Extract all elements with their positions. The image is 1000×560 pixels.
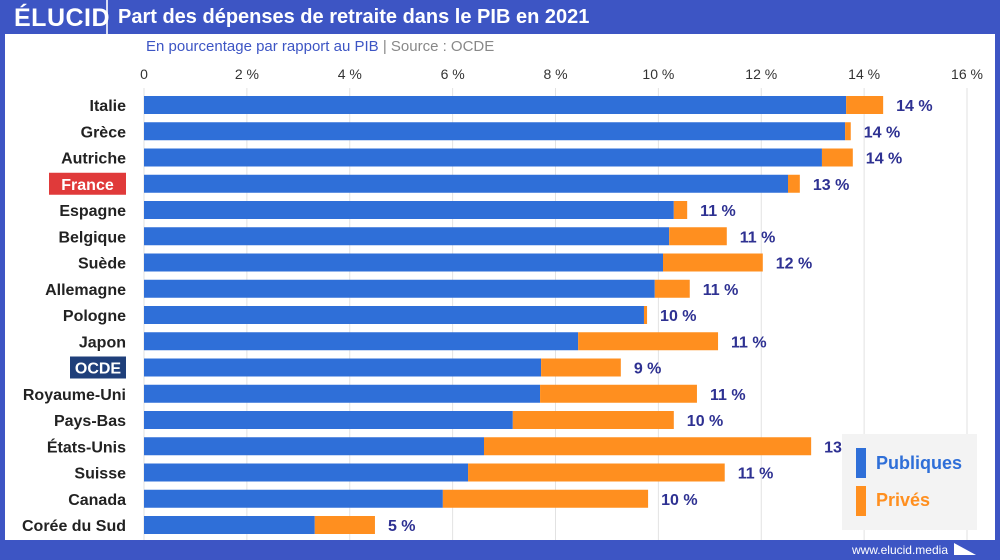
bar-publiques: [144, 411, 513, 429]
header-divider: [106, 0, 108, 34]
bar-prives: [541, 358, 621, 377]
category-label: Royaume-Uni: [23, 387, 126, 404]
bar-publiques: [144, 96, 847, 114]
data-label: 14 %: [896, 98, 932, 115]
chart-subtitle: En pourcentage par rapport au PIB | Sour…: [146, 38, 494, 55]
legend-label-publiques: Publiques: [876, 453, 963, 473]
bar-prives: [540, 384, 697, 403]
category-label: Pays-Bas: [54, 413, 126, 430]
bar-prives: [663, 253, 763, 272]
bar-prives: [669, 227, 727, 246]
category-label: Suisse: [74, 466, 126, 483]
data-label: 5 %: [388, 518, 416, 535]
bar-publiques: [144, 148, 822, 167]
category-label: Corée du Sud: [22, 518, 126, 535]
bar-prives: [673, 201, 688, 219]
data-label: 14 %: [864, 124, 900, 141]
legend-swatch-publiques: [856, 448, 866, 478]
chart-title: Part des dépenses de retraite dans le PI…: [118, 6, 590, 28]
category-label: États-Unis: [47, 437, 126, 456]
data-label: 11 %: [740, 229, 776, 246]
bar-publiques: [144, 332, 579, 351]
header: ÉLUCID Part des dépenses de retraite dan…: [0, 0, 1000, 34]
x-tick-label: 14 %: [848, 66, 880, 82]
category-label: Belgique: [58, 229, 126, 246]
bar-publiques: [144, 279, 655, 298]
bar-publiques: [144, 253, 664, 272]
x-tick-label: 0: [140, 66, 148, 82]
category-label: Autriche: [61, 151, 126, 168]
x-tick-label: 16 %: [951, 66, 983, 82]
category-label: Japon: [79, 334, 126, 351]
data-label: 11 %: [703, 282, 739, 299]
bar-prives: [643, 306, 648, 324]
x-tick-label: 6 %: [441, 66, 465, 82]
bar-prives: [484, 437, 812, 456]
bar-prives: [314, 516, 375, 534]
bar-publiques: [144, 201, 674, 219]
bar-publiques: [144, 122, 846, 141]
x-tick-label: 12 %: [745, 66, 777, 82]
subtitle-separator: |: [382, 38, 387, 55]
bar-publiques: [144, 358, 542, 377]
data-label: 10 %: [661, 492, 697, 509]
legend: Publiques Privés: [842, 434, 977, 530]
bar-publiques: [144, 227, 670, 246]
x-tick-label: 10 %: [642, 66, 674, 82]
category-label: Espagne: [59, 203, 126, 220]
category-label: Pologne: [63, 308, 126, 325]
data-label: 11 %: [738, 466, 774, 483]
bar-publiques: [144, 489, 443, 508]
data-label: 11 %: [731, 334, 767, 351]
category-label: Canada: [68, 492, 126, 509]
category-label: Suède: [78, 256, 126, 273]
legend-swatch-prives: [856, 486, 866, 516]
bar-publiques: [144, 437, 485, 456]
category-label: Italie: [90, 98, 127, 115]
source-text: Source : OCDE: [390, 38, 495, 55]
data-label: 11 %: [710, 387, 746, 404]
data-label: 14 %: [866, 151, 902, 168]
category-label: OCDE: [75, 361, 122, 378]
data-label: 12 %: [776, 256, 812, 273]
bar-publiques: [144, 384, 541, 403]
x-tick-label: 8 %: [543, 66, 567, 82]
elucid-flag-icon: [954, 543, 976, 555]
category-badge: [70, 356, 126, 379]
bar-prives: [845, 122, 851, 141]
subtitle-text: En pourcentage par rapport au PIB: [146, 38, 379, 55]
category-label: France: [61, 177, 114, 194]
x-tick-label: 4 %: [338, 66, 362, 82]
data-label: 13 %: [813, 177, 849, 194]
data-label: 10 %: [687, 413, 723, 430]
data-label: 9 %: [634, 361, 662, 378]
category-label: Grèce: [81, 124, 126, 141]
bar-prives: [846, 96, 884, 114]
x-tick-label: 2 %: [235, 66, 259, 82]
bar-prives: [442, 489, 649, 508]
bar-prives: [512, 411, 674, 429]
bar-publiques: [144, 516, 315, 534]
bar-prives: [578, 332, 719, 351]
bar-publiques: [144, 463, 469, 482]
footer-url[interactable]: www.elucid.media: [851, 543, 948, 557]
bar-publiques: [144, 174, 788, 193]
elucid-logo: ÉLUCID: [14, 4, 111, 32]
bar-prives: [654, 279, 690, 298]
data-label: 11 %: [700, 203, 736, 220]
legend-label-prives: Privés: [876, 490, 931, 510]
data-label: 10 %: [660, 308, 696, 325]
bar-publiques: [144, 306, 644, 324]
bar-prives: [468, 463, 725, 482]
bar-prives: [787, 174, 800, 193]
category-badge: [49, 172, 126, 195]
bar-prives: [821, 148, 853, 167]
category-label: Allemagne: [45, 282, 126, 299]
